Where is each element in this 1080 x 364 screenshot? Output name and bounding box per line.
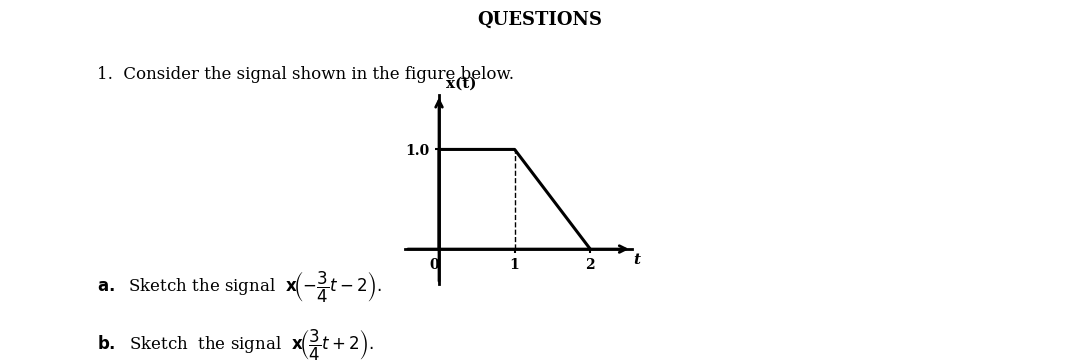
Text: x(t): x(t) (446, 77, 476, 91)
Text: t: t (633, 253, 640, 267)
Text: $\mathbf{b.}$  Sketch  the signal  $\mathbf{x}\!\left(\dfrac{3}{4}t + 2\right).$: $\mathbf{b.}$ Sketch the signal $\mathbf… (97, 328, 375, 363)
Text: $\mathbf{a.}$  Sketch the signal  $\mathbf{x}\!\left(-\dfrac{3}{4}t - 2\right).$: $\mathbf{a.}$ Sketch the signal $\mathbf… (97, 269, 382, 305)
Text: 1.  Consider the signal shown in the figure below.: 1. Consider the signal shown in the figu… (97, 66, 514, 83)
Text: QUESTIONS: QUESTIONS (477, 11, 603, 29)
